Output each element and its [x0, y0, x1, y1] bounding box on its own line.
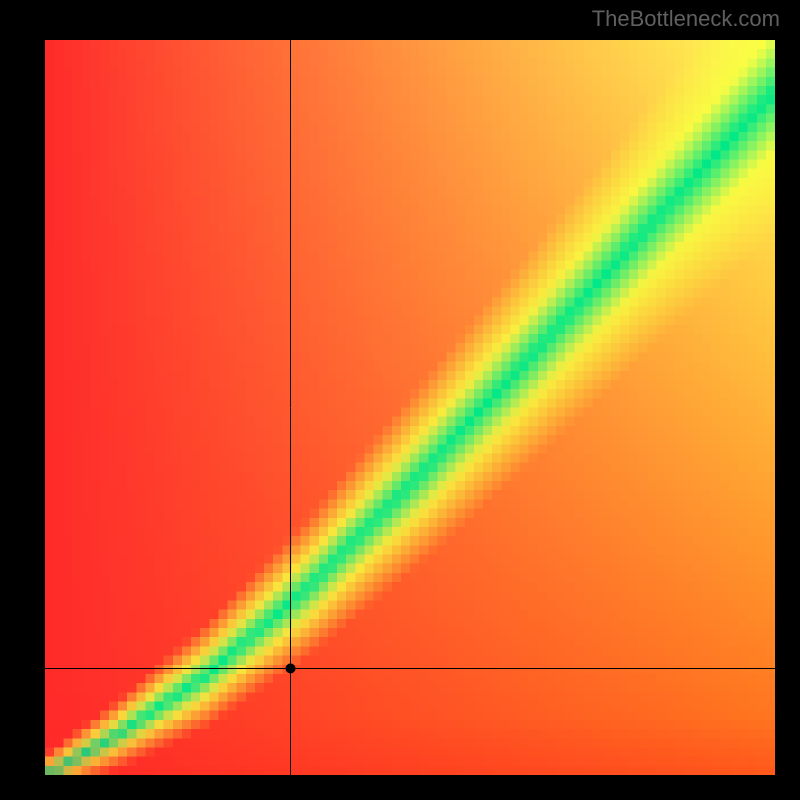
crosshair-overlay	[45, 40, 775, 775]
figure-container: TheBottleneck.com	[0, 0, 800, 800]
watermark-text: TheBottleneck.com	[592, 6, 780, 32]
